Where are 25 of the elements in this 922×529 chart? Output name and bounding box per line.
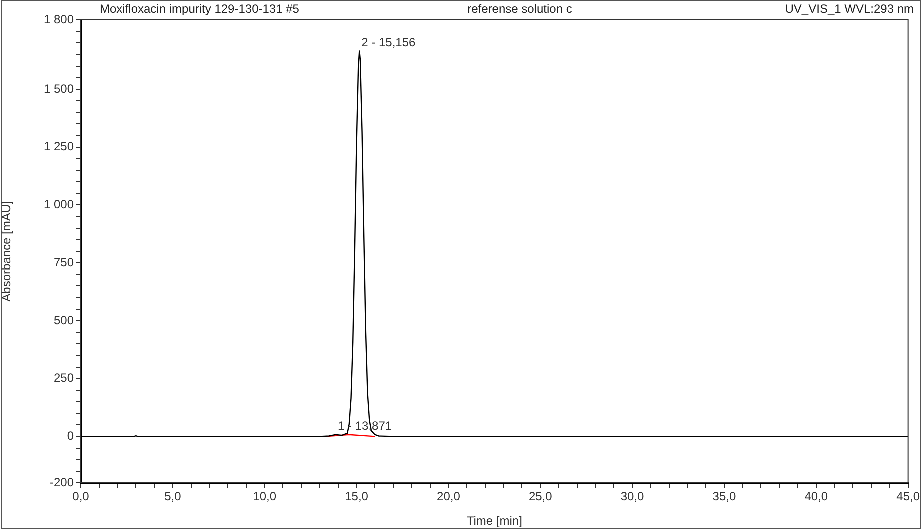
y-axis-title: Absorbance [mAU] bbox=[0, 201, 14, 302]
x-tick-label: 45,0 bbox=[896, 490, 920, 504]
text: UV_VIS_1 WVL:293 nm bbox=[785, 2, 914, 16]
y-tick-label: 1 800 bbox=[44, 12, 74, 26]
y-tick-label: -200 bbox=[50, 475, 74, 490]
y-tick-label: 250 bbox=[54, 371, 74, 386]
y-tick-label: 750 bbox=[54, 255, 74, 270]
x-tick-label: 30,0 bbox=[620, 490, 645, 504]
x-tick-label: 40,0 bbox=[804, 490, 828, 504]
chart-subtitle: referense solution c bbox=[468, 2, 572, 16]
x-tick-label: 5,0 bbox=[164, 490, 182, 504]
y-tick-label: 1 000 bbox=[44, 198, 74, 212]
y-tick-label: 500 bbox=[54, 313, 74, 328]
x-tick-label: 35,0 bbox=[712, 490, 736, 504]
annotation: 2 - 15,156 bbox=[362, 36, 416, 50]
x-tick-label: 0,0 bbox=[72, 490, 90, 504]
y-tick-label: 1 250 bbox=[44, 140, 74, 154]
x-axis-title: Time [min] bbox=[466, 514, 522, 528]
x-tick-label: 10,0 bbox=[253, 490, 277, 504]
y-tick-label: 0 bbox=[67, 429, 74, 444]
y-tick-label: 1 500 bbox=[44, 82, 74, 96]
x-tick-label: 25,0 bbox=[528, 490, 553, 504]
chart-title: Moxifloxacin impurity 129-130-131 #5 bbox=[100, 2, 300, 16]
x-tick-label: 20,0 bbox=[437, 490, 461, 504]
x-tick-label: 15,0 bbox=[345, 490, 369, 504]
